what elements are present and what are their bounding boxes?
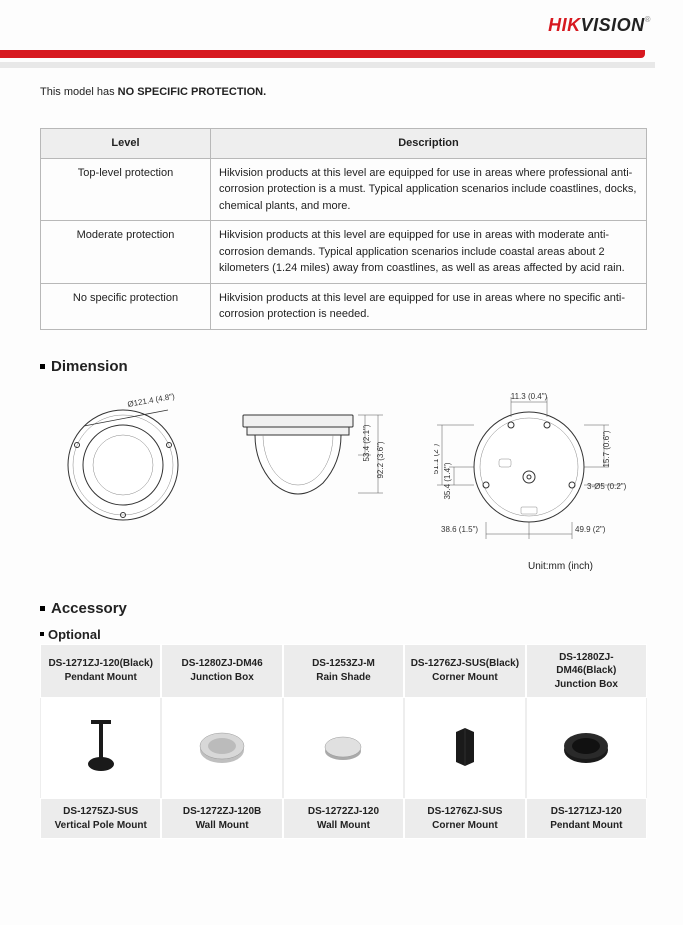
page-content: This model has NO SPECIFIC PROTECTION. L…: [0, 86, 683, 839]
section-accessory: Accessory: [40, 600, 647, 617]
desc-cell: Hikvision products at this level are equ…: [211, 283, 647, 329]
table-header-description: Description: [211, 129, 647, 159]
svg-text:92.2 (3.6"): 92.2 (3.6"): [376, 441, 385, 478]
dimension-unit-label: Unit:mm (inch): [40, 561, 647, 572]
page-header: HIKVISION®: [0, 0, 683, 50]
accessory-image: [526, 698, 647, 798]
table-header-level: Level: [41, 129, 211, 159]
accessory-label: DS-1276ZJ-SUS Corner Mount: [404, 798, 525, 839]
accessory-label: DS-1271ZJ-120 Pendant Mount: [526, 798, 647, 839]
section-dimension: Dimension: [40, 358, 647, 375]
level-cell: No specific protection: [41, 283, 211, 329]
accessory-image: [404, 698, 525, 798]
svg-text:49.9 (2"): 49.9 (2"): [575, 525, 606, 534]
accessory-grid: DS-1271ZJ-120(Black) Pendant Mount DS-12…: [40, 644, 647, 840]
dimension-back-view: 11.3 (0.4") 15.7 (0.6") 3-Ø5 (0.2") 49.9…: [434, 385, 634, 555]
svg-text:35.4 (1.4"): 35.4 (1.4"): [443, 462, 452, 499]
junction-box-icon: [197, 728, 247, 768]
intro-bold: NO SPECIFIC PROTECTION.: [118, 86, 267, 98]
accessory-label: DS-1272ZJ-120B Wall Mount: [161, 798, 282, 839]
desc-cell: Hikvision products at this level are equ…: [211, 221, 647, 284]
dimension-diagrams: Ø121.4 (4.8") 53.4 (2.1") 92.2 (3.6"): [40, 385, 647, 555]
level-cell: Moderate protection: [41, 221, 211, 284]
logo-part2: VISION: [581, 15, 645, 35]
accessory-header: DS-1253ZJ-M Rain Shade: [283, 644, 404, 699]
intro-prefix: This model has: [40, 86, 118, 98]
brand-logo: HIKVISION®: [548, 15, 651, 36]
svg-text:53.4 (2.1"): 53.4 (2.1"): [362, 424, 371, 461]
accessory-label: DS-1272ZJ-120 Wall Mount: [283, 798, 404, 839]
accessory-image: [161, 698, 282, 798]
svg-text:Ø121.4 (4.8"): Ø121.4 (4.8"): [127, 391, 176, 408]
accessory-header: DS-1271ZJ-120(Black) Pendant Mount: [40, 644, 161, 699]
table-row: Top-level protection Hikvision products …: [41, 158, 647, 221]
desc-cell: Hikvision products at this level are equ…: [211, 158, 647, 221]
protection-table: Level Description Top-level protection H…: [40, 128, 647, 330]
accessory-header: DS-1280ZJ-DM46(Black) Junction Box: [526, 644, 647, 699]
accessory-image: [283, 698, 404, 798]
dimension-side-view: 53.4 (2.1") 92.2 (3.6"): [228, 385, 398, 535]
table-row: No specific protection Hikvision product…: [41, 283, 647, 329]
level-cell: Top-level protection: [41, 158, 211, 221]
accessory-header: DS-1276ZJ-SUS(Black) Corner Mount: [404, 644, 525, 699]
svg-text:3-Ø5 (0.2"): 3-Ø5 (0.2"): [587, 482, 627, 491]
table-row: Moderate protection Hikvision products a…: [41, 221, 647, 284]
accessory-image: [40, 698, 161, 798]
svg-text:15.7 (0.6"): 15.7 (0.6"): [602, 430, 611, 467]
rain-shade-icon: [321, 733, 365, 763]
accessory-header: DS-1280ZJ-DM46 Junction Box: [161, 644, 282, 699]
svg-text:11.3 (0.4"): 11.3 (0.4"): [511, 392, 548, 401]
subsection-optional: Optional: [40, 627, 647, 642]
protection-intro: This model has NO SPECIFIC PROTECTION.: [40, 86, 647, 98]
junction-box-icon: [561, 728, 611, 768]
header-gray-bar: [0, 62, 655, 68]
svg-text:51.1 (2"): 51.1 (2"): [434, 443, 440, 474]
pendant-mount-icon: [81, 718, 121, 778]
header-red-bar: [0, 50, 645, 58]
svg-text:38.6 (1.5"): 38.6 (1.5"): [441, 525, 478, 534]
dimension-front-view: Ø121.4 (4.8"): [53, 385, 193, 535]
logo-reg: ®: [645, 15, 651, 24]
accessory-label: DS-1275ZJ-SUS Vertical Pole Mount: [40, 798, 161, 839]
corner-mount-icon: [450, 728, 480, 768]
logo-part1: HIK: [548, 15, 581, 35]
